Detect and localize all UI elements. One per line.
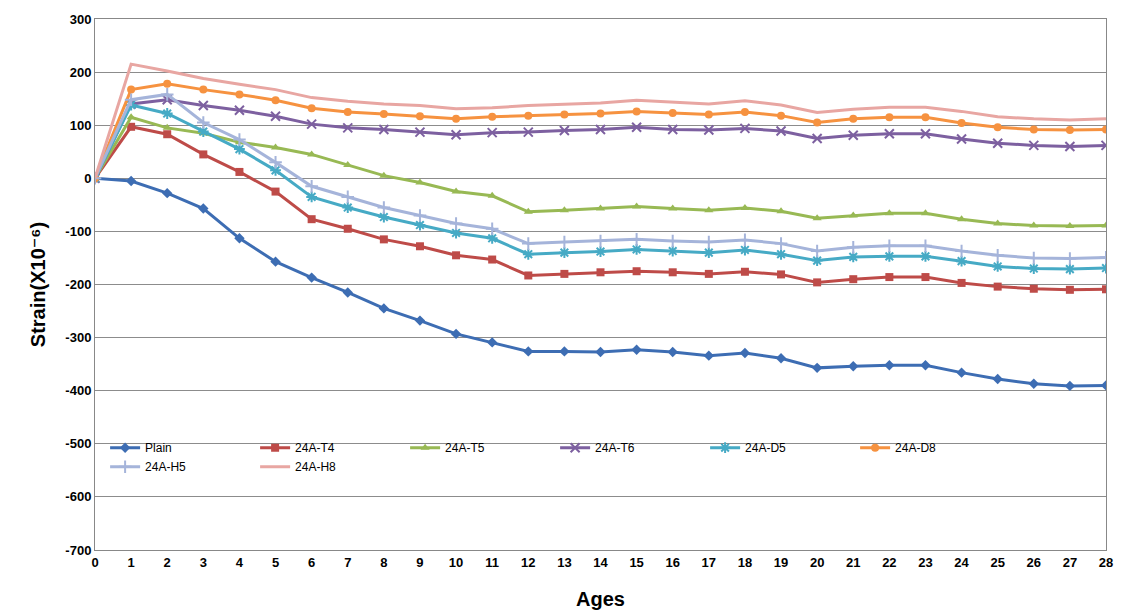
svg-text:-700: -700 <box>65 543 91 558</box>
svg-text:300: 300 <box>70 12 92 27</box>
svg-text:23: 23 <box>918 555 932 570</box>
svg-text:26: 26 <box>1027 555 1041 570</box>
svg-text:6: 6 <box>308 555 315 570</box>
svg-text:200: 200 <box>70 65 92 80</box>
svg-text:18: 18 <box>738 555 752 570</box>
svg-text:8: 8 <box>380 555 387 570</box>
svg-text:24A-D5: 24A-D5 <box>745 441 786 455</box>
svg-text:3: 3 <box>200 555 207 570</box>
svg-text:-100: -100 <box>65 224 91 239</box>
svg-text:22: 22 <box>882 555 896 570</box>
svg-text:11: 11 <box>485 555 499 570</box>
svg-text:7: 7 <box>344 555 351 570</box>
svg-text:24A-D8: 24A-D8 <box>895 441 936 455</box>
svg-text:-300: -300 <box>65 330 91 345</box>
svg-text:0: 0 <box>84 171 91 186</box>
svg-text:5: 5 <box>272 555 279 570</box>
svg-text:1: 1 <box>127 555 134 570</box>
svg-text:-600: -600 <box>65 489 91 504</box>
svg-text:14: 14 <box>593 555 608 570</box>
svg-text:24A-T6: 24A-T6 <box>595 441 635 455</box>
svg-text:10: 10 <box>449 555 463 570</box>
svg-text:24: 24 <box>954 555 969 570</box>
svg-text:-400: -400 <box>65 383 91 398</box>
svg-text:13: 13 <box>557 555 571 570</box>
svg-text:20: 20 <box>810 555 824 570</box>
svg-text:0: 0 <box>91 555 98 570</box>
svg-text:15: 15 <box>629 555 643 570</box>
svg-text:100: 100 <box>70 118 92 133</box>
svg-text:24A-T5: 24A-T5 <box>445 441 485 455</box>
svg-text:28: 28 <box>1099 555 1113 570</box>
svg-text:-500: -500 <box>65 436 91 451</box>
svg-text:21: 21 <box>846 555 860 570</box>
svg-text:24A-H8: 24A-H8 <box>295 460 336 474</box>
svg-text:Ages: Ages <box>576 588 625 610</box>
svg-text:25: 25 <box>990 555 1004 570</box>
svg-text:16: 16 <box>665 555 679 570</box>
svg-text:Strain(X10⁻⁶): Strain(X10⁻⁶) <box>27 222 49 347</box>
svg-text:17: 17 <box>702 555 716 570</box>
svg-text:19: 19 <box>774 555 788 570</box>
svg-text:27: 27 <box>1063 555 1077 570</box>
svg-text:24A-H5: 24A-H5 <box>145 460 186 474</box>
svg-text:24A-T4: 24A-T4 <box>295 441 335 455</box>
svg-text:2: 2 <box>164 555 171 570</box>
svg-text:12: 12 <box>521 555 535 570</box>
svg-text:4: 4 <box>236 555 244 570</box>
svg-text:Plain: Plain <box>145 441 172 455</box>
svg-text:9: 9 <box>416 555 423 570</box>
svg-text:-200: -200 <box>65 277 91 292</box>
